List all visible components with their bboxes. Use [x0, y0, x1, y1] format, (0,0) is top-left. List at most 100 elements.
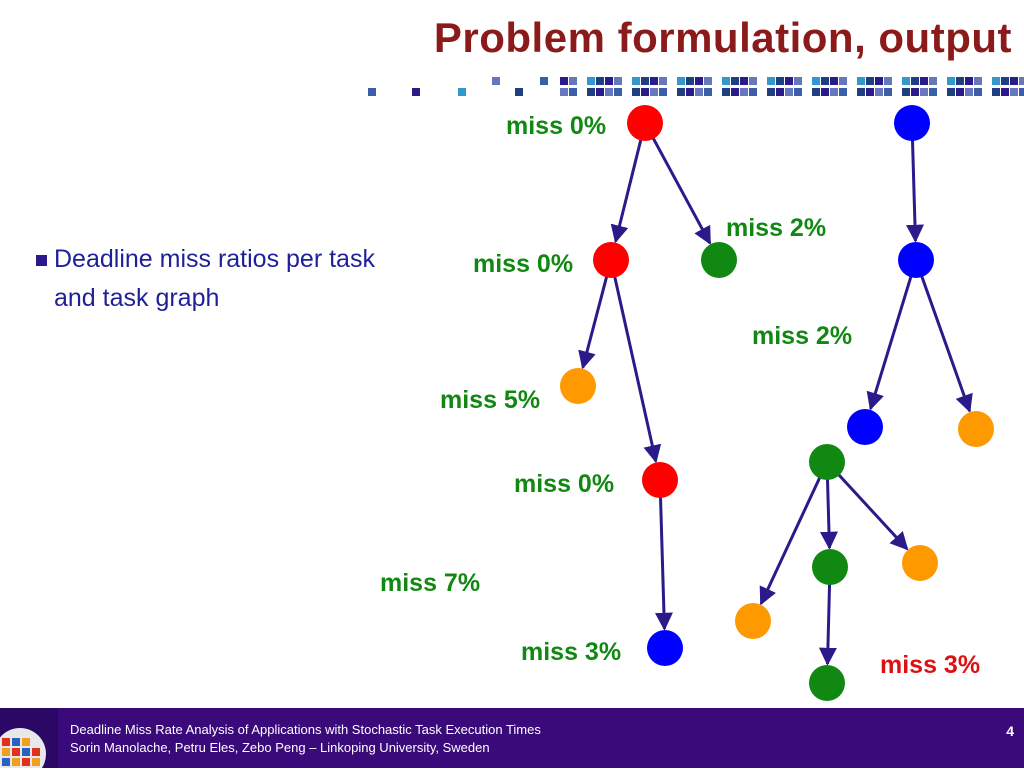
deco-square: [1001, 77, 1009, 85]
miss-label-g1-n4: miss 5%: [440, 386, 541, 414]
deco-square: [875, 77, 883, 85]
miss-label-g3-graph: miss 3%: [880, 651, 981, 679]
deco-square: [812, 88, 820, 96]
deco-square: [785, 88, 793, 96]
deco-square: [686, 77, 694, 85]
deco-square: [632, 88, 640, 96]
deco-square: [884, 88, 892, 96]
task-node-g1d-orange: [560, 368, 596, 404]
edge-arrow-g1b-g1d: [578, 275, 609, 370]
task-node-g3a-green: [809, 444, 845, 480]
deco-square: [368, 88, 376, 96]
deco-square: [767, 77, 775, 85]
deco-square: [569, 88, 577, 96]
task-node-g2a-blue: [894, 105, 930, 141]
deco-square: [830, 77, 838, 85]
task-node-g1c-green: [701, 242, 737, 278]
edge-arrow-g1a-g1c: [651, 136, 712, 245]
deco-square: [587, 77, 595, 85]
deco-square: [776, 77, 784, 85]
edge-arrow-g2b-g2d: [919, 274, 973, 413]
deco-square: [929, 77, 937, 85]
deco-square: [749, 88, 757, 96]
miss-label-g2-n2: miss 2%: [752, 322, 853, 350]
deco-square: [767, 88, 775, 96]
page-number: 4: [1006, 723, 1014, 739]
deco-square: [614, 77, 622, 85]
deco-square: [992, 88, 1000, 96]
deco-square: [902, 77, 910, 85]
deco-square: [821, 88, 829, 96]
deco-square: [632, 77, 640, 85]
deco-square: [641, 88, 649, 96]
deco-square: [974, 77, 982, 85]
university-logo-icon: [0, 708, 58, 773]
deco-square: [776, 88, 784, 96]
deco-square: [650, 88, 658, 96]
deco-square: [965, 77, 973, 85]
deco-square: [641, 77, 649, 85]
deco-square: [722, 88, 730, 96]
deco-square: [992, 77, 1000, 85]
deco-square: [839, 88, 847, 96]
deco-square: [920, 77, 928, 85]
deco-square: [830, 88, 838, 96]
task-node-g2d-orange: [958, 411, 994, 447]
deco-square: [740, 77, 748, 85]
task-graphs-diagram: [560, 105, 994, 701]
deco-square: [596, 77, 604, 85]
deco-square: [677, 88, 685, 96]
deco-square: [695, 88, 703, 96]
miss-label-g1-n2: miss 0%: [473, 250, 574, 278]
deco-square: [515, 88, 523, 96]
deco-square: [695, 77, 703, 85]
miss-label-g1-n6: miss 3%: [521, 638, 622, 666]
deco-square: [857, 77, 865, 85]
task-node-g1e-red: [642, 462, 678, 498]
deco-square: [947, 88, 955, 96]
edge-arrow-g1a-g1b: [610, 138, 643, 244]
task-node-g3b-green: [812, 549, 848, 585]
deco-square: [659, 88, 667, 96]
task-node-g2c-blue: [847, 409, 883, 445]
deco-square: [677, 77, 685, 85]
edge-arrow-g3b-g3e: [818, 582, 837, 666]
miss-label-g1-root: miss 0%: [506, 112, 607, 140]
task-node-g2b-blue: [898, 242, 934, 278]
deco-square: [947, 77, 955, 85]
deco-square: [1019, 88, 1024, 96]
footer-text: Deadline Miss Rate Analysis of Applicati…: [70, 721, 541, 757]
edge-arrow-g1e-g1f: [654, 495, 673, 631]
edge-arrow-g1b-g1e: [613, 275, 662, 464]
deco-square: [794, 88, 802, 96]
task-node-g1b-red: [593, 242, 629, 278]
edge-arrow-g3a-g3d: [836, 472, 909, 551]
deco-square: [920, 88, 928, 96]
deco-square: [614, 88, 622, 96]
deco-square: [605, 77, 613, 85]
deco-square: [875, 88, 883, 96]
deco-square: [659, 77, 667, 85]
deco-square: [722, 77, 730, 85]
nodes: [560, 105, 994, 701]
deco-square: [866, 77, 874, 85]
deco-square: [731, 77, 739, 85]
deco-square: [704, 88, 712, 96]
deco-square: [1001, 88, 1009, 96]
footer-line-2: Sorin Manolache, Petru Eles, Zebo Peng –…: [70, 740, 490, 755]
deco-square: [749, 77, 757, 85]
deco-square: [1019, 77, 1024, 85]
deco-square: [587, 88, 595, 96]
deco-square: [1010, 88, 1018, 96]
miss-label-g1-graph: miss 7%: [380, 569, 481, 597]
edge-arrow-g3a-g3c: [759, 475, 822, 606]
deco-square: [965, 88, 973, 96]
deco-square: [740, 88, 748, 96]
deco-square: [884, 77, 892, 85]
miss-label-g1-n5: miss 0%: [514, 470, 615, 498]
footer: Deadline Miss Rate Analysis of Applicati…: [0, 708, 1024, 773]
deco-square: [866, 88, 874, 96]
deco-square: [492, 77, 500, 85]
deco-square: [1010, 77, 1018, 85]
deco-square: [857, 88, 865, 96]
